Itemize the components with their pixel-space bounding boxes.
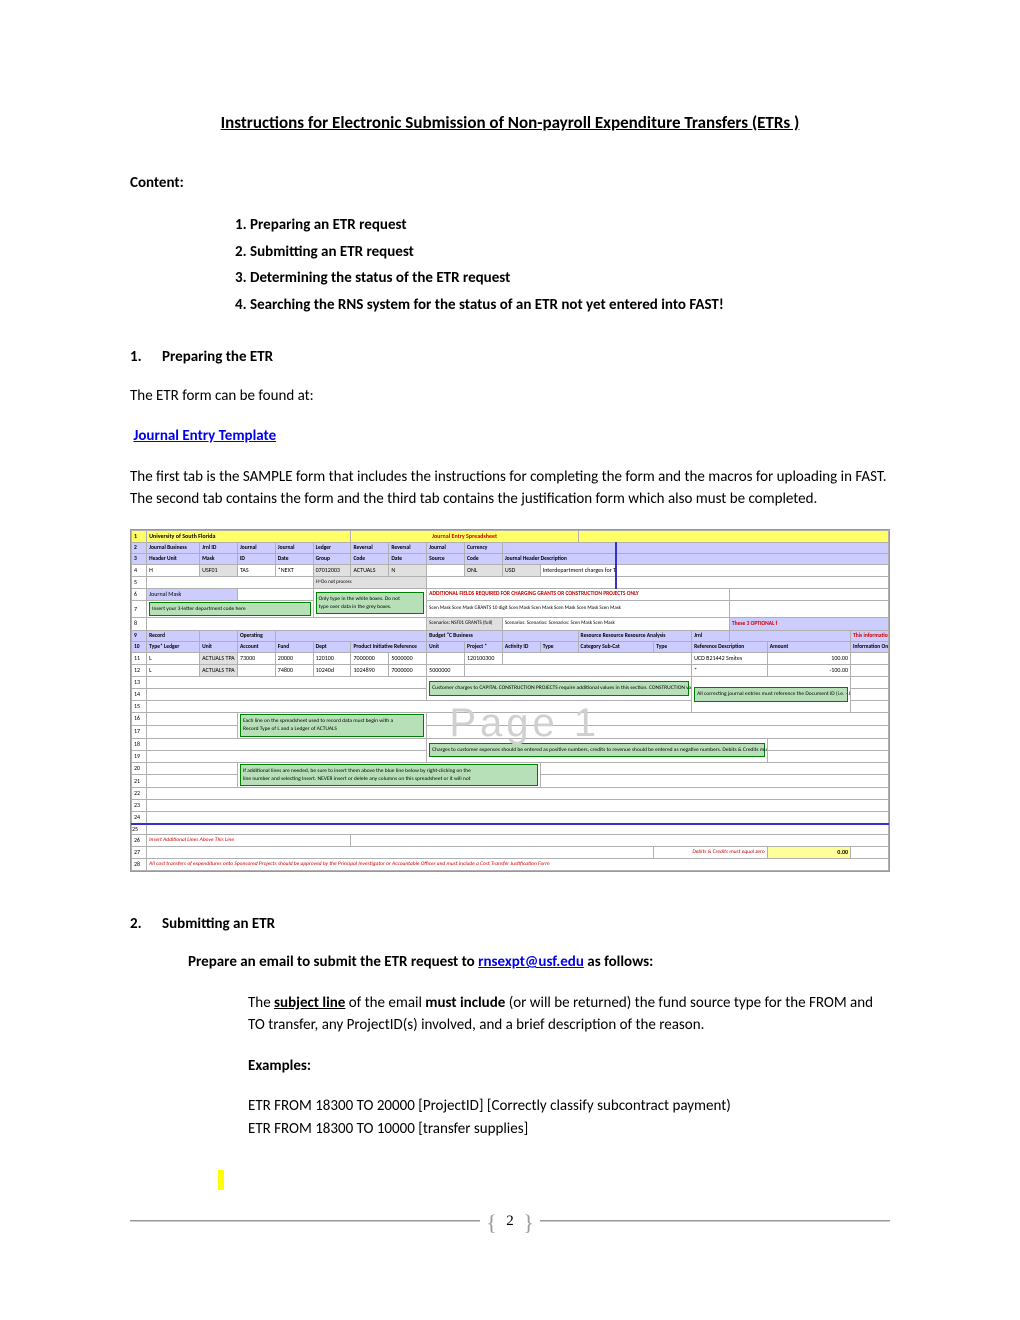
journal-template-link-wrap: Journal Entry Template — [130, 425, 890, 448]
section-1-text: The ETR form can be found at: — [130, 385, 890, 408]
section-2-subject: The subject line of the email must inclu… — [248, 992, 890, 1037]
footer-rule — [540, 1220, 890, 1222]
section-title: Submitting an ETR — [162, 913, 275, 936]
section-num: 1. — [130, 346, 148, 369]
brace-left-icon: { — [486, 1206, 497, 1239]
page-footer: { 2 } — [130, 1210, 890, 1233]
example-1: ETR FROM 18300 TO 20000 [ProjectID] [Cor… — [248, 1095, 890, 1118]
page-number: { 2 } — [492, 1210, 528, 1233]
spreadsheet-screenshot: Page 1 1University of South Florida Jour… — [130, 529, 890, 873]
footer-rule — [130, 1220, 480, 1222]
section-1-heading: 1. Preparing the ETR — [130, 346, 890, 369]
section-2-intro: Prepare an email to submit the ETR reque… — [188, 951, 890, 974]
examples-label: Examples: — [248, 1055, 890, 1078]
toc-item: Preparing an ETR request — [250, 214, 890, 237]
example-2: ETR FROM 18300 TO 10000 [transfer suppli… — [248, 1118, 890, 1141]
email-link[interactable]: rnsexpt@usf.edu — [478, 953, 584, 971]
table-of-contents: Preparing an ETR request Submitting an E… — [230, 214, 890, 316]
section-num: 2. — [130, 913, 148, 936]
toc-item: Submitting an ETR request — [250, 241, 890, 264]
section-1-text2: The first tab is the SAMPLE form that in… — [130, 466, 890, 511]
toc-item: Determining the status of the ETR reques… — [250, 267, 890, 290]
journal-template-link[interactable]: Journal Entry Template — [133, 427, 276, 445]
page-title: Instructions for Electronic Submission o… — [130, 110, 890, 136]
section-title: Preparing the ETR — [162, 346, 273, 369]
toc-item: Searching the RNS system for the status … — [250, 294, 890, 317]
spreadsheet-grid: 1University of South Florida Journal Ent… — [131, 530, 889, 872]
content-label: Content: — [130, 172, 890, 195]
section-2-heading: 2. Submitting an ETR — [130, 913, 890, 936]
brace-right-icon: } — [523, 1206, 534, 1239]
text-cursor — [218, 1170, 224, 1190]
